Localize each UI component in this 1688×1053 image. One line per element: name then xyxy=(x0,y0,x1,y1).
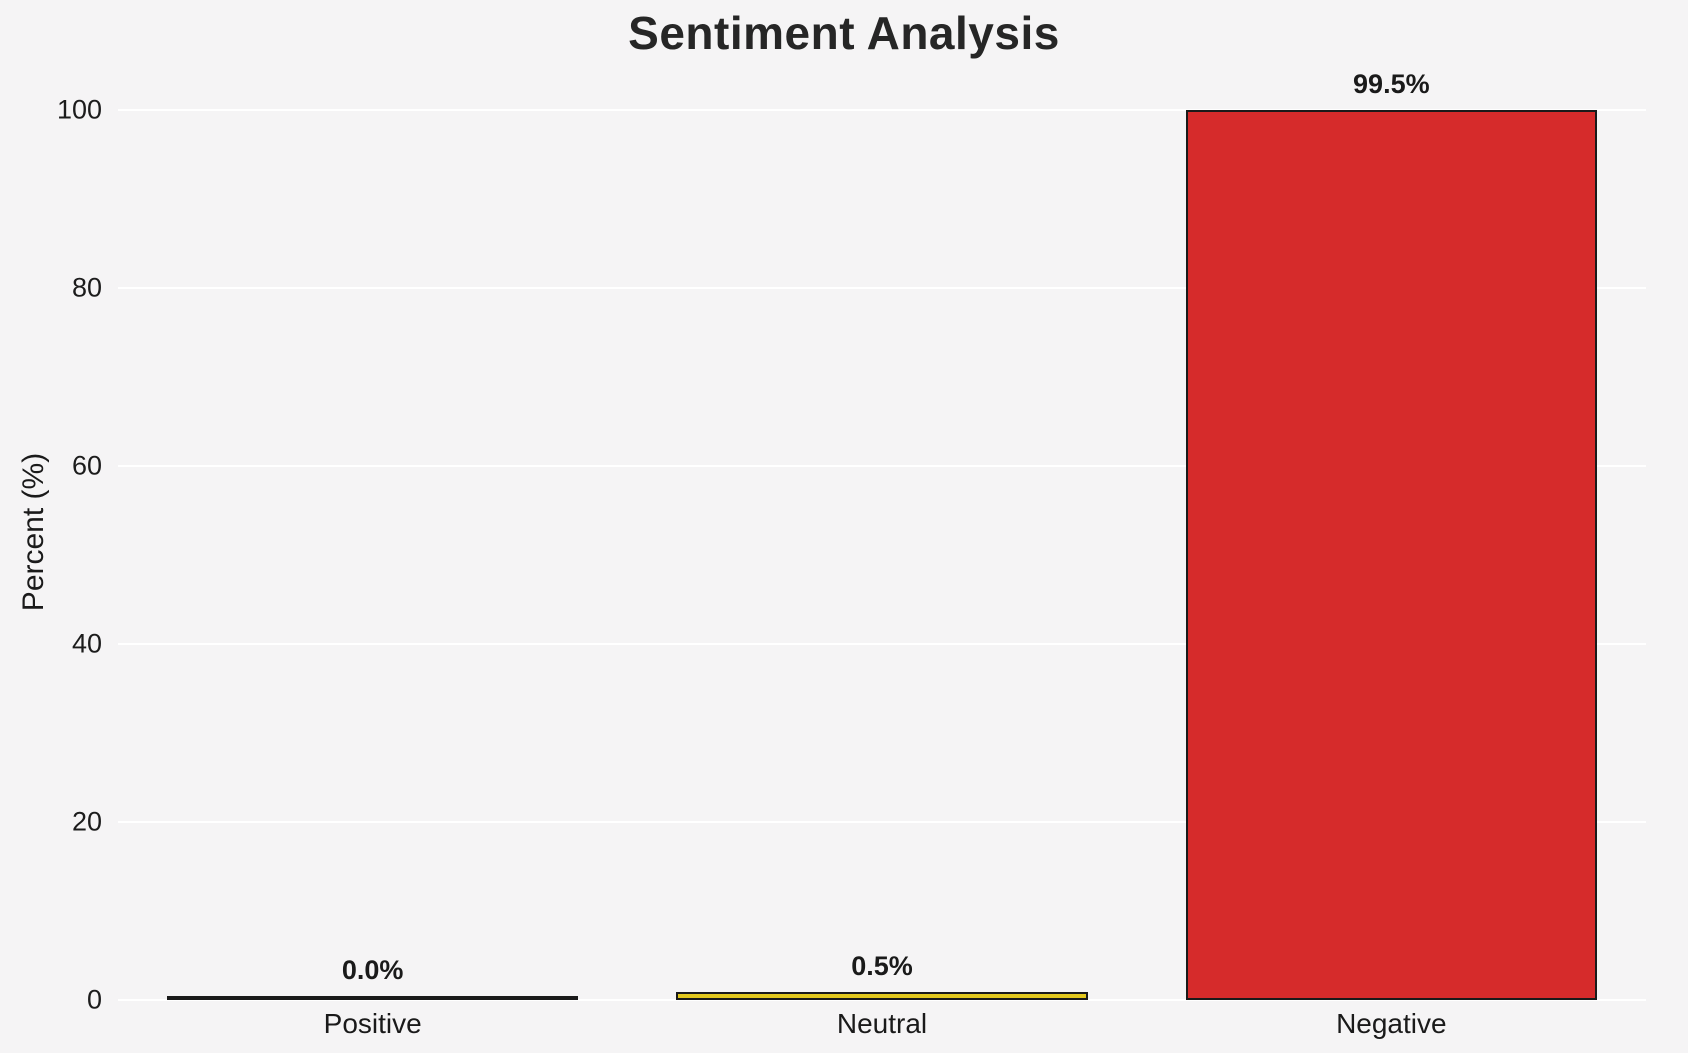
gridline xyxy=(118,286,1646,289)
y-axis-label: Percent (%) xyxy=(17,452,50,612)
y-tick-label: 100 xyxy=(56,94,102,125)
gridline xyxy=(118,464,1646,467)
y-tick-label: 40 xyxy=(71,628,102,659)
gridline xyxy=(118,820,1646,823)
chart-title: Sentiment Analysis xyxy=(628,7,1060,59)
gridline xyxy=(118,108,1646,111)
bar-positive xyxy=(166,996,579,1000)
bar-slot-positive: 0.0% Positive xyxy=(118,65,627,1039)
bar-slot-neutral: 0.5% Neutral xyxy=(627,65,1136,1039)
gridline xyxy=(118,642,1646,645)
value-label-neutral: 0.5% xyxy=(851,950,913,981)
gridline xyxy=(118,999,1646,1001)
y-tick-label: 0 xyxy=(86,984,102,1015)
bar-negative xyxy=(1185,109,1598,1000)
x-tick-label-negative: Negative xyxy=(1336,1008,1447,1039)
bar-neutral xyxy=(676,991,1088,1000)
bar-slot-negative: 99.5% Negative xyxy=(1137,65,1646,1039)
y-tick-label: 60 xyxy=(71,450,102,481)
plot-area: 0.0% Positive 0.5% Neutral 99.5% Negative 0 20… xyxy=(57,65,1646,1039)
value-label-positive: 0.0% xyxy=(341,955,404,985)
x-tick-label-positive: Positive xyxy=(323,1008,422,1039)
x-tick-label-neutral: Neutral xyxy=(836,1008,928,1039)
y-tick-label: 20 xyxy=(71,806,102,837)
bars-container: 0.0% Positive 0.5% Neutral 99.5% Negative xyxy=(118,65,1646,1039)
value-label-negative: 99.5% xyxy=(1353,68,1430,99)
y-tick-label: 80 xyxy=(71,272,102,303)
